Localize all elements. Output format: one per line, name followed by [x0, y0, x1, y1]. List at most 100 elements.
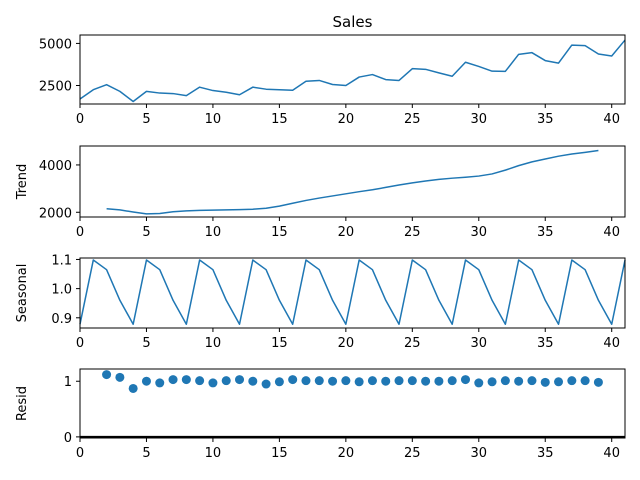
resid-point [102, 370, 112, 380]
resid-point [168, 375, 178, 385]
resid-point [407, 376, 417, 386]
x-tick-label: 30 [471, 336, 488, 351]
resid-point [500, 376, 510, 386]
x-tick-label: 10 [205, 446, 222, 461]
x-tick-label: 40 [603, 446, 620, 461]
x-tick-label: 35 [537, 112, 554, 127]
resid-point [261, 379, 271, 389]
x-tick-label: 25 [404, 336, 421, 351]
x-tick-label: 5 [142, 336, 150, 351]
y-tick-label: 2000 [39, 206, 72, 221]
resid-point [540, 377, 550, 387]
y-axis-label-seasonal: Seasonal [15, 264, 30, 323]
x-tick-label: 5 [142, 225, 150, 240]
x-tick-label: 20 [338, 446, 355, 461]
resid-point [288, 375, 298, 385]
y-axis-label-resid: Resid [15, 386, 30, 421]
x-tick-label: 10 [205, 336, 222, 351]
series-line-sales [79, 39, 626, 103]
x-tick-label: 35 [537, 446, 554, 461]
panel-seasonal: 0 5 10 15 20 25 30 35 40 0.9 1.0 1.1 Seasonal [15, 253, 626, 351]
resid-point [208, 378, 218, 388]
x-tick-label: 40 [603, 112, 620, 127]
y-tick-label: 5000 [39, 37, 72, 52]
axes-frame [79, 145, 626, 218]
resid-point [128, 383, 138, 393]
x-tick-label: 25 [404, 446, 421, 461]
resid-point [527, 376, 537, 386]
x-tick-label: 25 [404, 112, 421, 127]
x-tick-label: 40 [603, 225, 620, 240]
y-tick-label: 0.9 [51, 312, 72, 327]
resid-point [155, 378, 165, 388]
resid-point [274, 377, 284, 387]
x-tick-label: 30 [471, 446, 488, 461]
resid-point [354, 377, 364, 387]
resid-point [328, 376, 338, 386]
y-tick-label: 1.0 [51, 283, 72, 298]
panel-trend: 0 5 10 15 20 25 30 35 40 2000 4000 Trend [15, 145, 626, 240]
x-tick-label: 15 [271, 225, 288, 240]
x-tick-label: 10 [205, 225, 222, 240]
x-tick-label: 5 [142, 112, 150, 127]
resid-point [301, 376, 311, 386]
resid-point [195, 376, 205, 386]
x-tick-label: 20 [338, 336, 355, 351]
y-axis-label-trend: Trend [15, 164, 30, 201]
resid-point [434, 376, 444, 386]
panel-sales: 0 5 10 15 20 25 30 35 40 2500 5000 Sales [39, 13, 626, 127]
resid-point [248, 376, 258, 386]
resid-point [514, 376, 524, 386]
resid-point [221, 376, 231, 386]
x-tick-label: 20 [338, 112, 355, 127]
resid-point [341, 376, 351, 386]
resid-point [235, 375, 245, 385]
resid-point [381, 376, 391, 386]
x-tick-label: 0 [76, 336, 84, 351]
x-tick-label: 15 [271, 112, 288, 127]
x-tick-label: 20 [338, 225, 355, 240]
x-tick-label: 15 [271, 446, 288, 461]
y-tick-label: 0 [64, 431, 72, 446]
resid-point [115, 372, 125, 382]
x-tick-label: 0 [76, 112, 84, 127]
resid-point [554, 377, 564, 387]
resid-point [474, 378, 484, 388]
x-tick-label: 5 [142, 446, 150, 461]
chart-title: Sales [333, 13, 373, 31]
x-tick-label: 35 [537, 225, 554, 240]
resid-point [567, 376, 577, 386]
axes-frame [79, 257, 626, 329]
resid-point [421, 376, 431, 386]
series-line-trend [106, 149, 599, 215]
x-tick-label: 30 [471, 225, 488, 240]
resid-point [367, 376, 377, 386]
y-tick-label: 4000 [39, 159, 72, 174]
x-tick-label: 40 [603, 336, 620, 351]
x-tick-label: 10 [205, 112, 222, 127]
x-tick-label: 15 [271, 336, 288, 351]
y-tick-label: 1 [64, 375, 72, 390]
axes-frame [79, 34, 626, 105]
axes-frame [79, 368, 626, 439]
resid-point [447, 376, 457, 386]
y-tick-label: 1.1 [51, 253, 72, 268]
resid-point [314, 376, 324, 386]
resid-point [460, 375, 470, 385]
x-tick-label: 35 [537, 336, 554, 351]
x-tick-label: 25 [404, 225, 421, 240]
x-tick-label: 30 [471, 112, 488, 127]
panel-resid: 0 5 10 15 20 25 30 35 40 0 1 Resid [15, 368, 626, 461]
resid-point [487, 377, 497, 387]
resid-point [394, 376, 404, 386]
x-tick-label: 0 [76, 446, 84, 461]
series-line-seasonal [79, 259, 626, 325]
resid-point [593, 377, 603, 387]
y-tick-label: 2500 [39, 79, 72, 94]
resid-point [580, 376, 590, 386]
resid-point [181, 375, 191, 385]
resid-point [141, 376, 151, 386]
x-tick-label: 0 [76, 225, 84, 240]
